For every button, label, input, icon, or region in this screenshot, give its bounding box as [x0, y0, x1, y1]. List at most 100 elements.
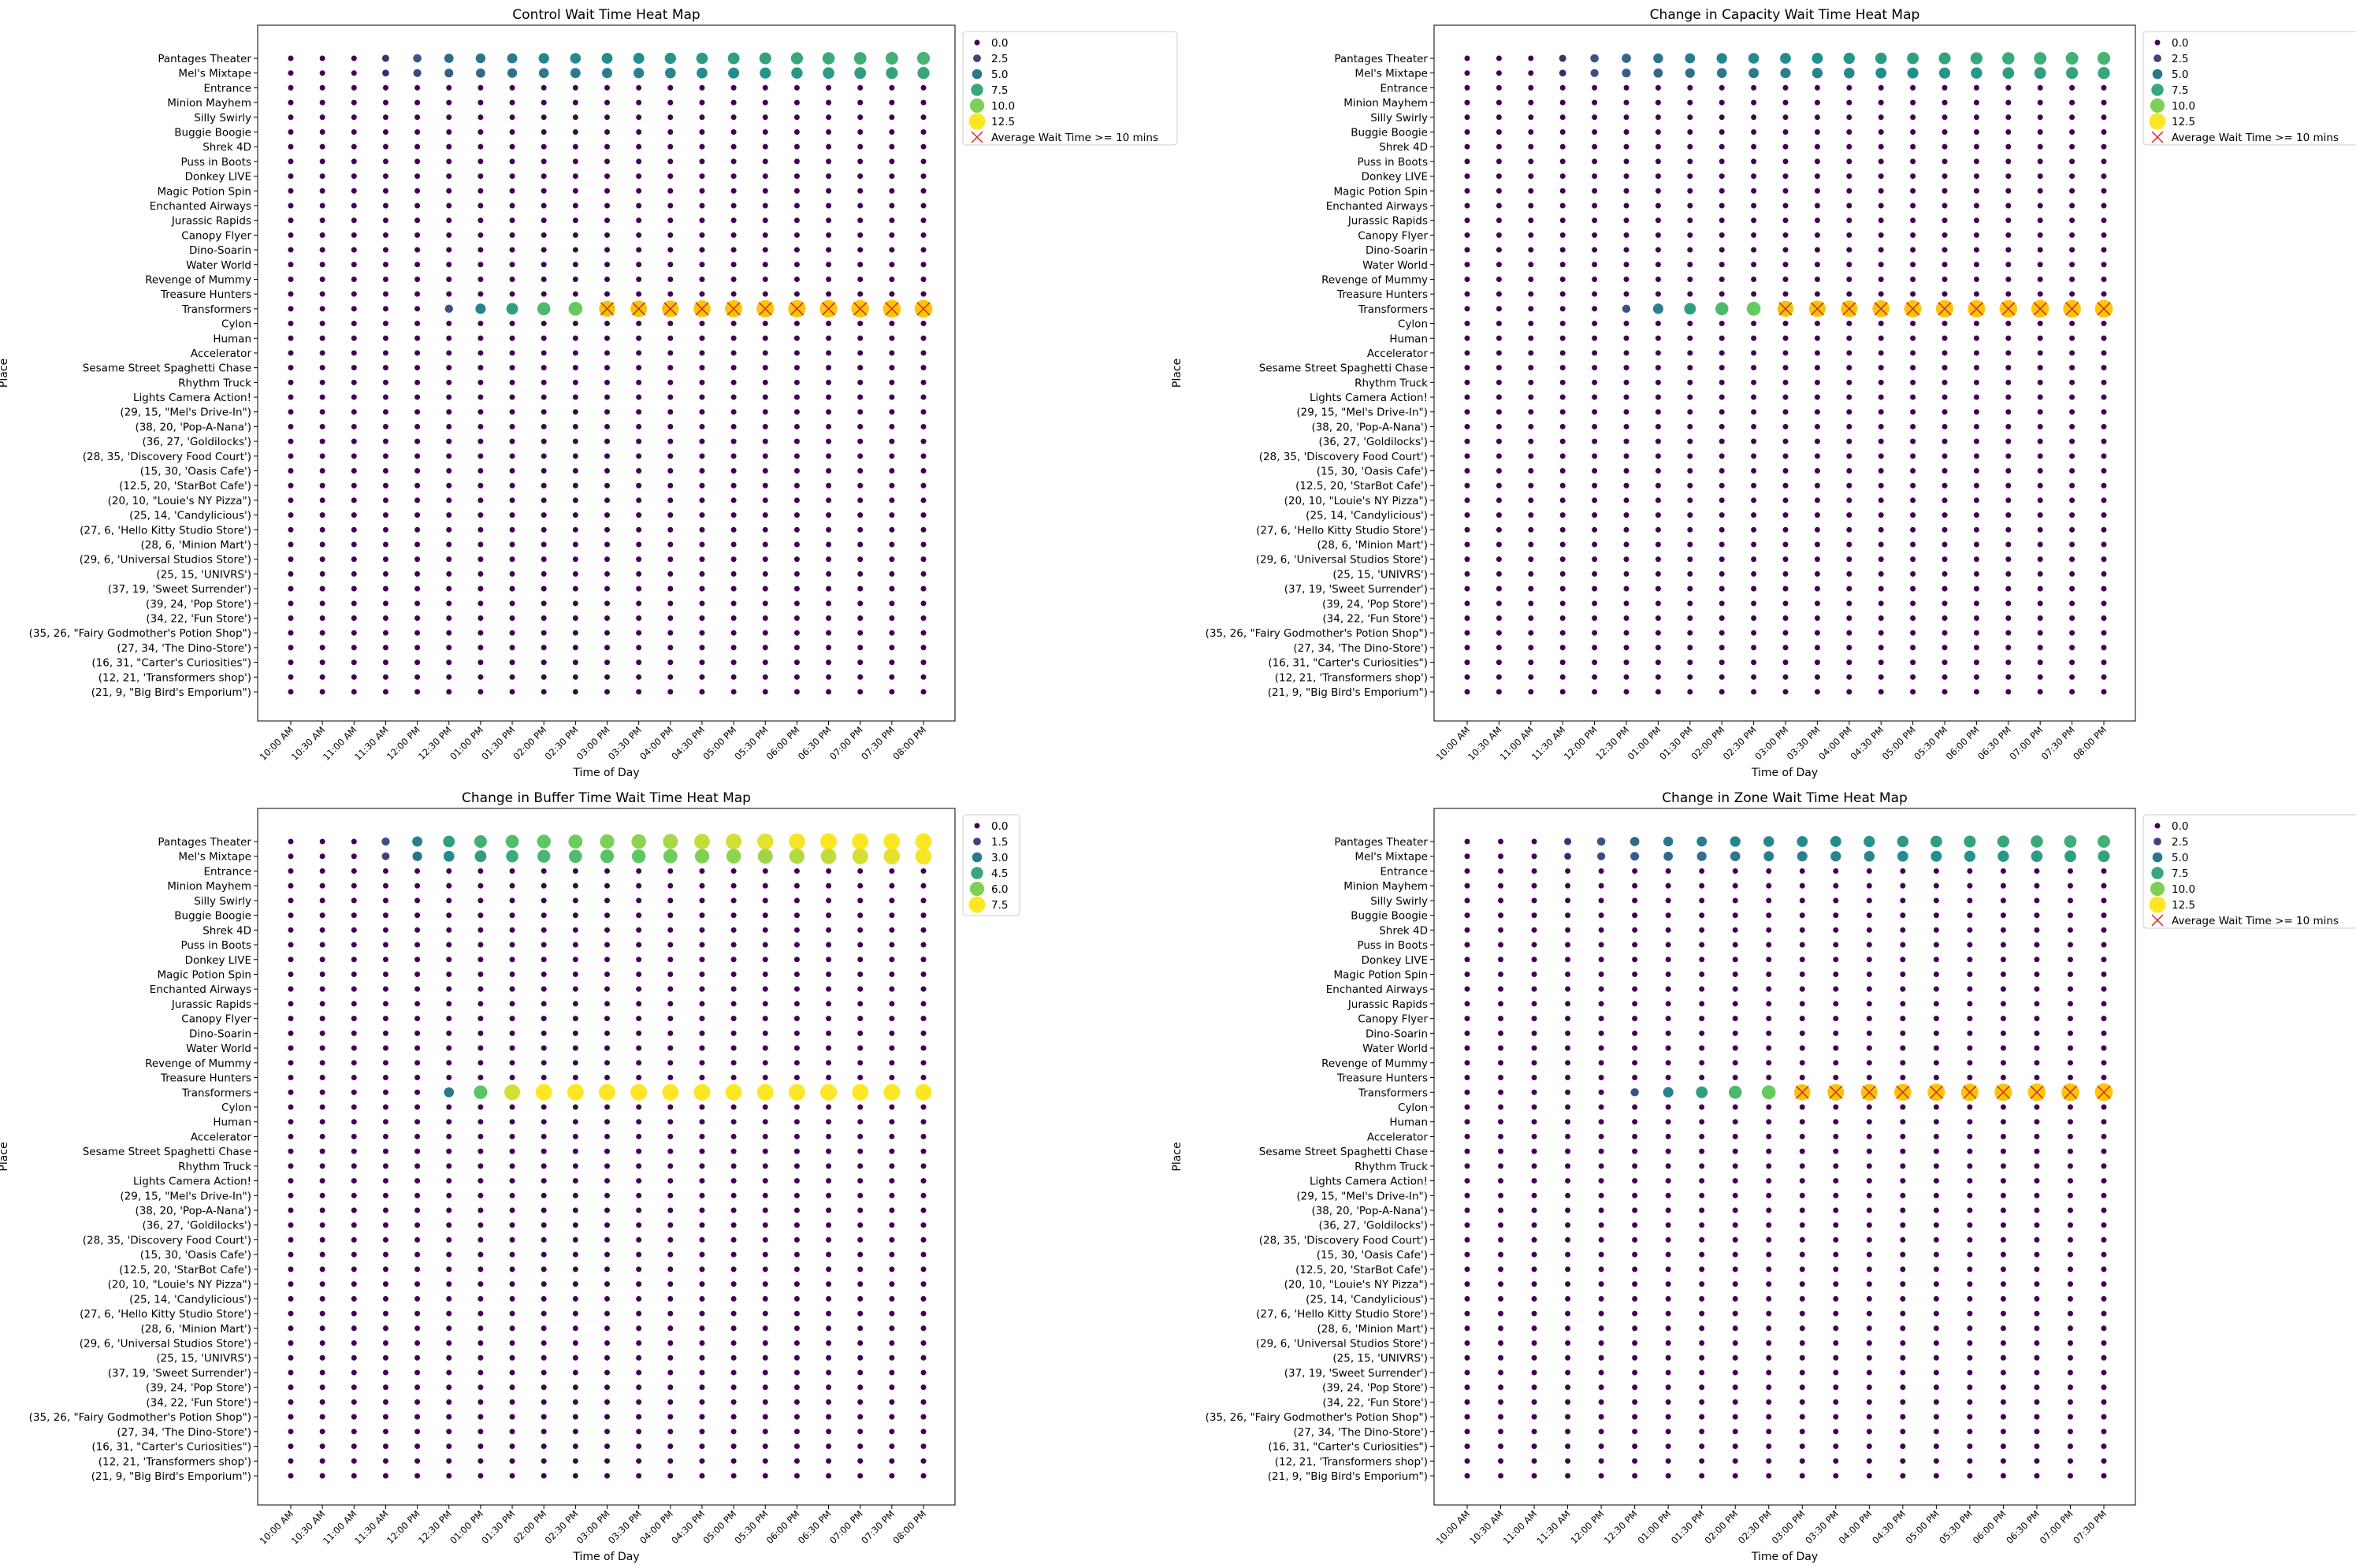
x-tick-label: 02:30 PM [543, 724, 581, 762]
y-tick-label: Pantages Theater [158, 53, 251, 65]
data-point [2034, 986, 2040, 992]
legend-label: 7.5 [991, 899, 1008, 912]
data-point [1967, 1340, 1973, 1347]
data-point [636, 1075, 642, 1081]
data-point [382, 379, 388, 385]
data-point [1531, 1016, 1537, 1022]
data-point [604, 1251, 610, 1258]
data-point [1970, 52, 1983, 65]
data-point [2037, 99, 2043, 106]
data-point [1655, 217, 1661, 224]
data-point [636, 1444, 642, 1450]
data-point [414, 453, 421, 459]
data-point [288, 1399, 294, 1405]
x-tick-label: 12:00 PM [385, 724, 422, 762]
data-point [667, 971, 674, 977]
data-point [1900, 1429, 1906, 1435]
data-point [762, 1207, 768, 1213]
data-point [382, 1399, 388, 1405]
data-point [572, 128, 578, 135]
data-point [1655, 173, 1661, 180]
data-point [730, 114, 737, 121]
data-point [762, 1104, 768, 1110]
data-point [1464, 379, 1470, 385]
data-point [920, 912, 927, 919]
data-point [1565, 957, 1571, 963]
data-point [288, 570, 294, 577]
data-point [826, 365, 832, 371]
data-point [1565, 1354, 1571, 1361]
data-point [1782, 335, 1789, 341]
data-point [1498, 1325, 1504, 1332]
data-point [2000, 1384, 2006, 1391]
data-point [1964, 850, 1975, 862]
data-point [1592, 570, 1598, 577]
data-point [1910, 365, 1916, 371]
data-point [756, 1083, 774, 1101]
data-point [319, 645, 325, 651]
data-point [288, 1045, 294, 1051]
data-point [538, 68, 549, 78]
data-point [446, 1104, 452, 1110]
data-point [2101, 1119, 2107, 1125]
data-point [920, 1325, 927, 1332]
data-point [1910, 453, 1916, 459]
data-point [730, 600, 737, 607]
y-tick-label: Silly Swirly [1370, 112, 1428, 124]
data-point [826, 468, 832, 474]
data-point [699, 1444, 705, 1450]
data-point [762, 158, 768, 165]
data-point [509, 1001, 515, 1007]
data-point [1942, 423, 1948, 429]
y-tick-label: Magic Potion Spin [158, 968, 251, 981]
data-point [1846, 423, 1852, 429]
data-point [478, 1384, 484, 1391]
data-point [1719, 335, 1725, 341]
data-point [889, 1354, 895, 1361]
data-point [2098, 835, 2110, 848]
data-point [319, 438, 325, 444]
data-point [1531, 1251, 1537, 1258]
data-point [699, 1236, 705, 1243]
data-point [1699, 1016, 1705, 1022]
data-point [1866, 1075, 1872, 1081]
data-point [1498, 957, 1504, 963]
data-point [288, 1340, 294, 1347]
data-point [288, 262, 294, 268]
data-point [762, 600, 768, 607]
data-point [414, 912, 421, 919]
data-point [1766, 1340, 1772, 1347]
data-point [667, 1060, 674, 1066]
data-point [509, 158, 515, 165]
data-point [478, 526, 484, 533]
data-point [572, 1060, 578, 1066]
data-point [1559, 188, 1566, 194]
data-point [1699, 1148, 1705, 1154]
data-point [288, 158, 294, 165]
data-point [1866, 1016, 1872, 1022]
data-point [1782, 128, 1789, 135]
data-point [509, 1045, 515, 1051]
data-point [889, 453, 895, 459]
data-point [1866, 912, 1872, 919]
data-point [857, 630, 864, 636]
x-tick-label: 02:00 PM [1702, 1508, 1740, 1546]
data-point [826, 1281, 832, 1287]
data-point [382, 203, 388, 209]
data-point [1967, 927, 1973, 933]
data-point [920, 1192, 927, 1198]
data-point [506, 303, 518, 315]
data-point [414, 1207, 421, 1213]
data-point [2037, 350, 2043, 356]
data-point [2005, 217, 2012, 224]
data-point [2000, 1295, 2006, 1302]
data-point [1528, 453, 1534, 459]
data-point [1653, 53, 1663, 64]
data-point [2067, 1075, 2073, 1081]
data-point [288, 99, 294, 106]
data-point [2005, 276, 2012, 282]
data-point [604, 1133, 610, 1139]
data-point [2067, 1192, 2073, 1198]
data-point [382, 497, 388, 503]
data-point [1732, 957, 1738, 963]
